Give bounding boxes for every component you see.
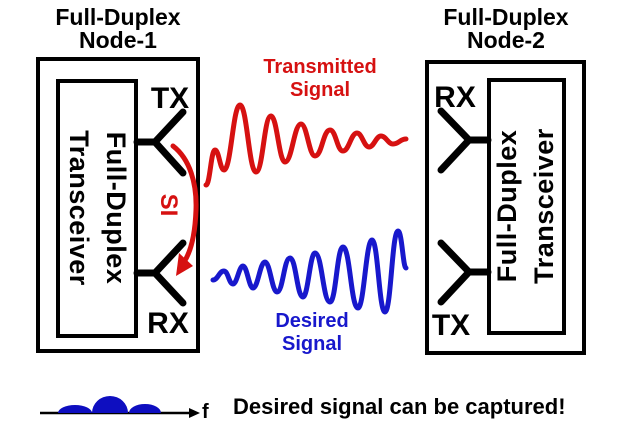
si-label: SI xyxy=(155,193,182,217)
transmitted-signal-wave xyxy=(203,102,409,188)
frequency-axis-label: f xyxy=(202,401,209,423)
node2-rx-antenna-icon xyxy=(437,107,492,174)
desired-signal-wave xyxy=(210,228,409,315)
node1-title: Full-Duplex Node-1 xyxy=(36,6,200,52)
node1-transceiver-line1: Full-Duplex xyxy=(101,131,131,285)
node2-rx-label: RX xyxy=(434,81,476,114)
desired-signal-line1: Desired xyxy=(275,310,349,332)
desired-signal-label: Desired Signal xyxy=(232,310,392,356)
node1-tx-label: TX xyxy=(150,82,190,115)
spectrum-bumps xyxy=(58,396,161,413)
transmitted-signal-line2: Signal xyxy=(289,79,350,101)
node1-inner-box xyxy=(56,79,138,338)
node1-transceiver-label: Full-Duplex Transceiver xyxy=(59,88,135,328)
node2-inner-box xyxy=(487,78,566,335)
self-interference-arrow xyxy=(170,143,199,265)
node2-tx-antenna-icon xyxy=(437,239,492,306)
caption-text: Desired signal can be captured! xyxy=(233,394,566,419)
node2-outer-box xyxy=(425,60,586,355)
node2-transceiver-label: Full-Duplex Transceiver xyxy=(488,86,564,326)
node1-rx-antenna-icon xyxy=(133,239,187,307)
node1-title-line2: Node-1 xyxy=(79,27,157,53)
transmitted-signal-label: Transmitted Signal xyxy=(240,56,400,102)
node1-rx-label: RX xyxy=(147,307,189,340)
desired-signal-line2: Signal xyxy=(281,333,342,355)
node1-tx-antenna-icon xyxy=(133,108,187,177)
node2-title-line1: Full-Duplex xyxy=(443,4,569,30)
transmitted-signal-line1: Transmitted xyxy=(263,56,377,78)
node2-title: Full-Duplex Node-2 xyxy=(422,6,590,52)
node2-title-line2: Node-2 xyxy=(467,27,545,53)
node1-transceiver-line2: Transceiver xyxy=(64,130,94,286)
node2-transceiver-line1: Full-Duplex xyxy=(492,129,522,283)
frequency-axis-arrowhead xyxy=(189,408,200,418)
self-interference-arrowhead xyxy=(176,253,193,276)
node2-transceiver-line2: Transceiver xyxy=(529,128,559,284)
node1-title-line1: Full-Duplex xyxy=(55,4,181,30)
node2-tx-label: TX xyxy=(431,309,471,342)
